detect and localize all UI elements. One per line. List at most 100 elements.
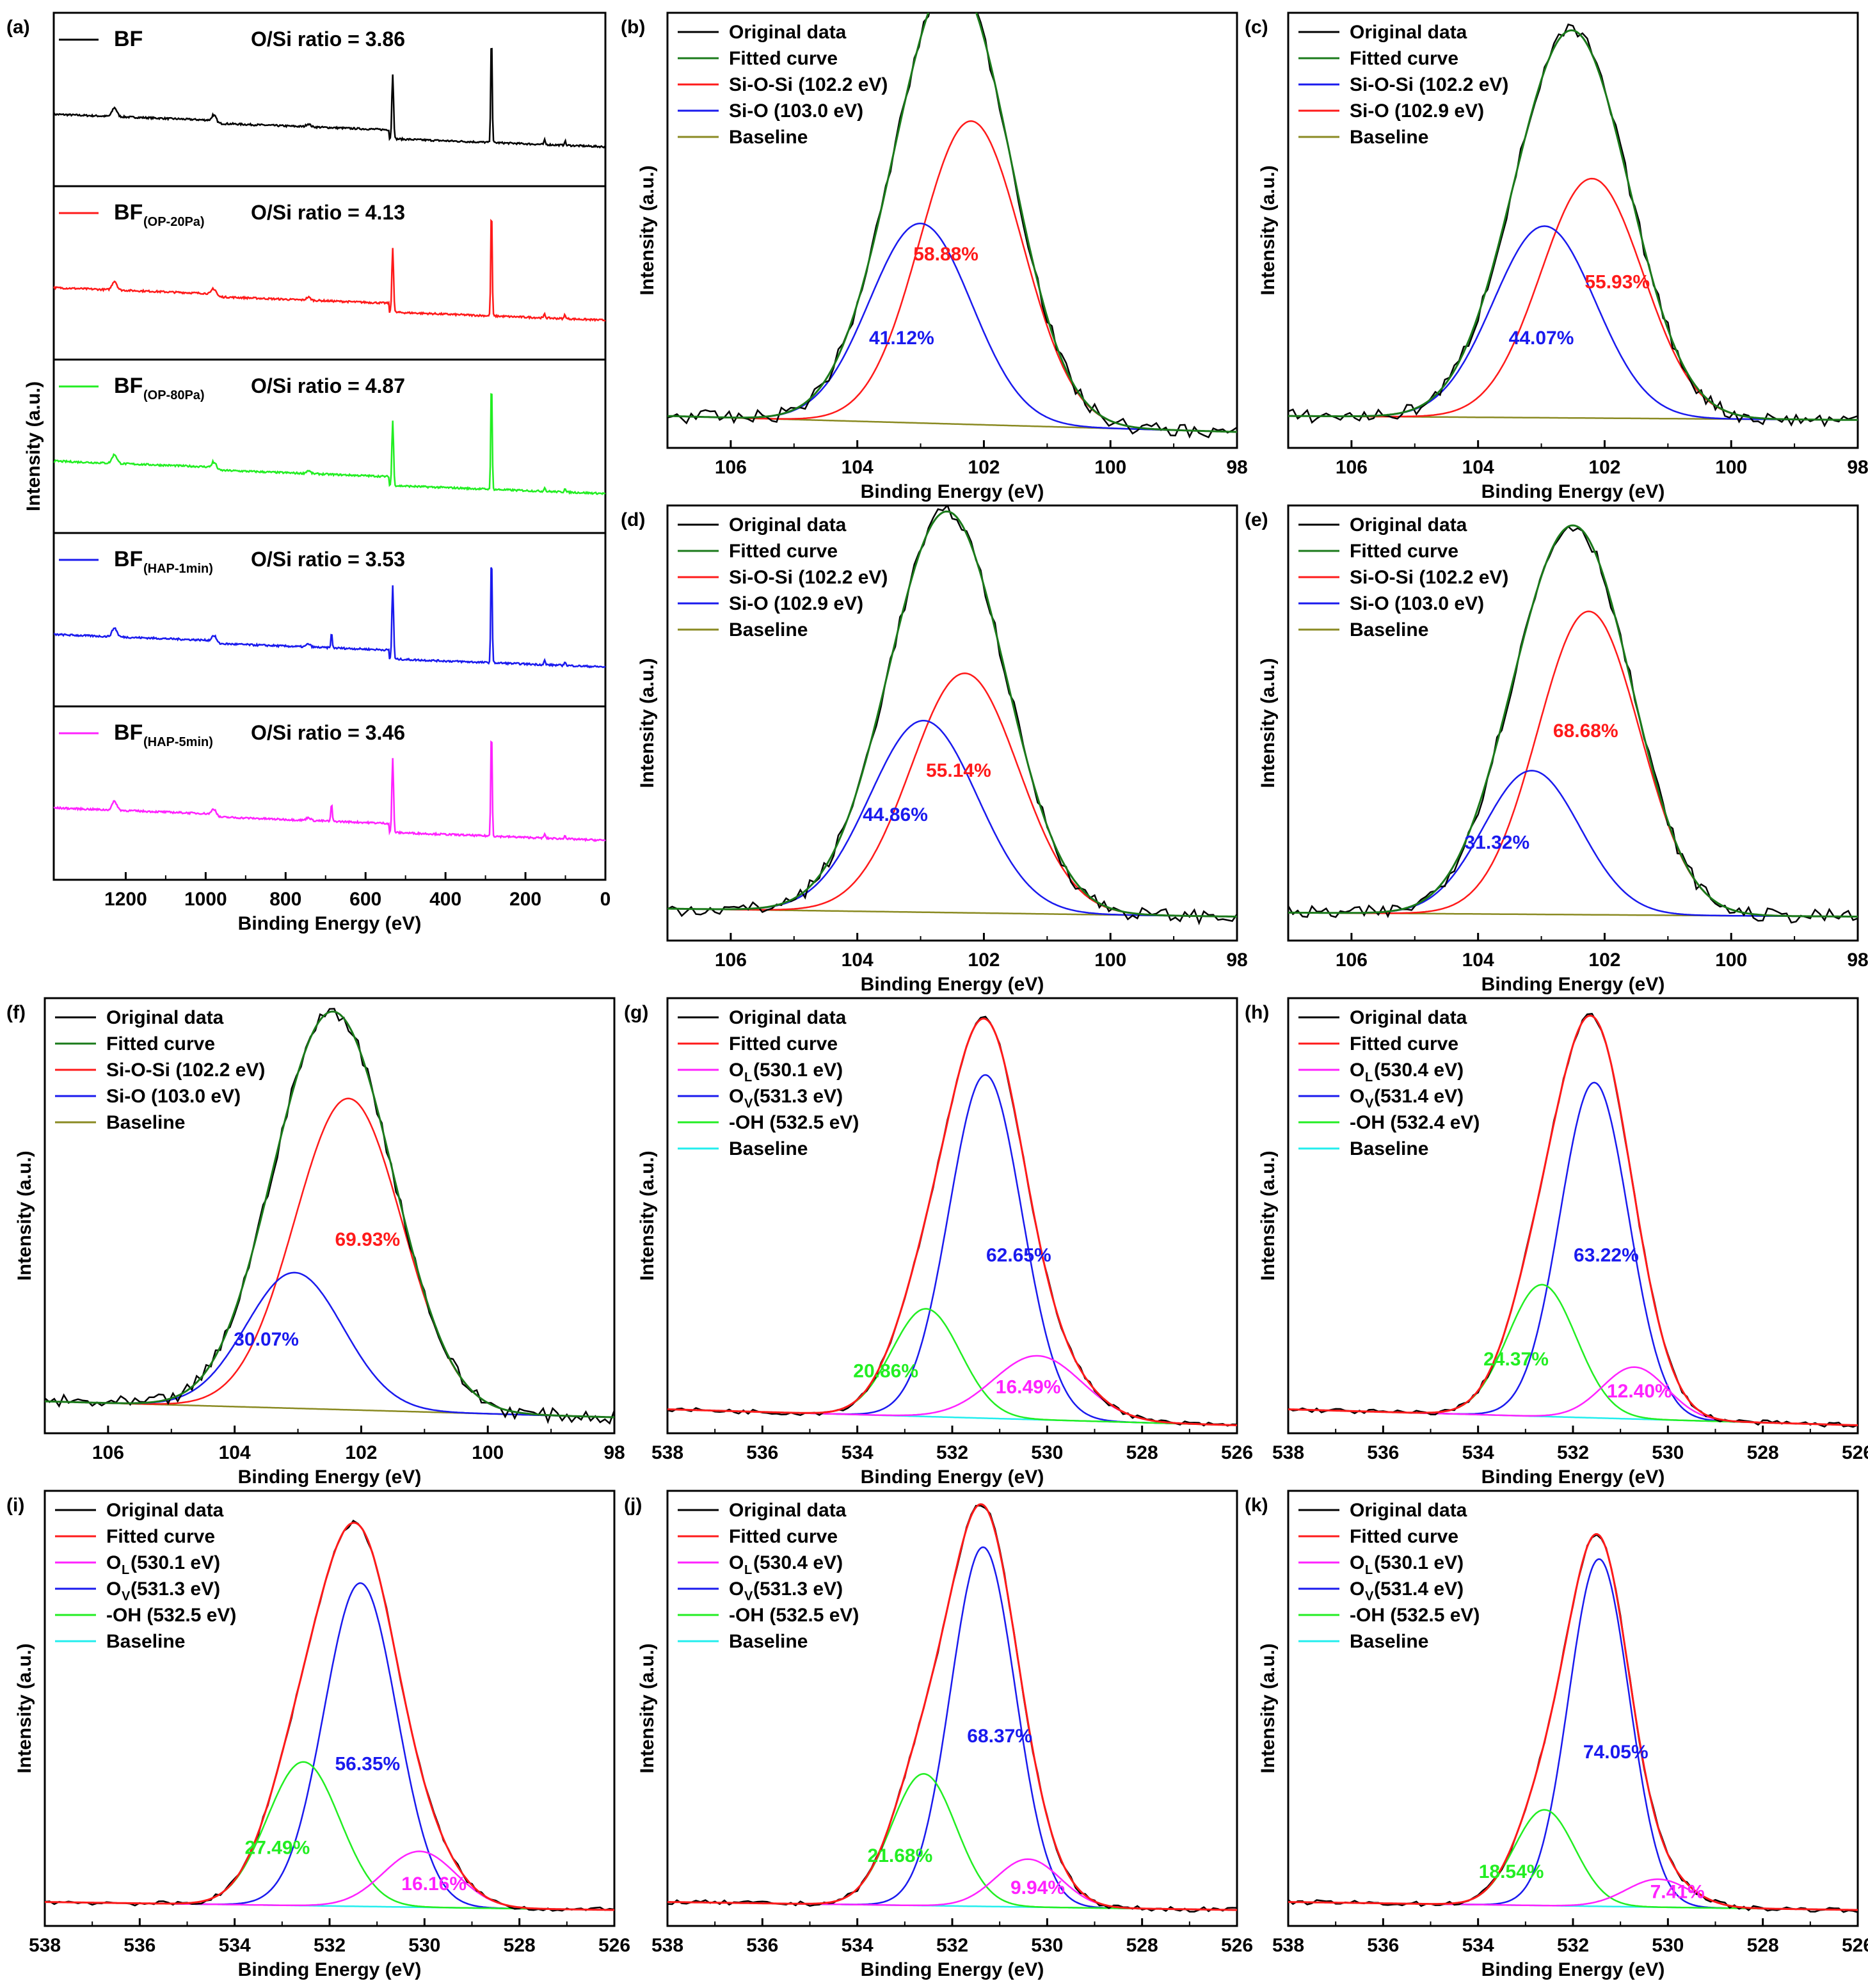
plot-area: [667, 13, 1237, 439]
x-tick-label: 528: [1126, 1935, 1158, 1956]
legend-label: Si-O-Si (102.2 eV): [1350, 567, 1508, 588]
x-axis-label: Binding Energy (eV): [238, 1467, 422, 1488]
percentage-label: 44.86%: [863, 804, 928, 825]
fitted-curve: [667, 1017, 1237, 1426]
legend-label-subscript: V: [1365, 1589, 1374, 1603]
survey-spectrum: [52, 47, 606, 149]
legend-label-subscript: L: [1365, 1070, 1373, 1085]
plot-frame: [44, 997, 616, 1435]
legend-label-main: O: [106, 1552, 121, 1573]
legend-label: Baseline: [729, 1631, 808, 1652]
legend-label: Si-O (103.0 eV): [729, 100, 863, 122]
legend-label-main: O: [729, 1060, 744, 1081]
legend-label: -OH (532.5 eV): [1350, 1605, 1480, 1626]
percentage-label: 16.16%: [401, 1873, 467, 1895]
component-peak: [1288, 610, 1858, 918]
series-subscript: (HAP-1min): [143, 562, 213, 576]
ratio-text: O/Si ratio = 3.53: [251, 548, 405, 571]
legend-label: -OH (532.4 eV): [1350, 1112, 1480, 1133]
percentage-label: 68.37%: [967, 1726, 1032, 1747]
component-peak: [667, 720, 1237, 918]
plot-frame: [52, 12, 607, 881]
fitted-curve: [1288, 1533, 1858, 1911]
percentage-label: 69.93%: [335, 1229, 400, 1250]
legend-label: Fitted curve: [106, 1033, 215, 1054]
survey-spectrum: [52, 218, 606, 322]
survey-spectrum: [53, 393, 606, 495]
legend-label: Si-O (102.9 eV): [1350, 100, 1484, 122]
legend-label-rest: (530.1 eV): [131, 1552, 220, 1573]
x-tick-label: 102: [968, 950, 1000, 971]
legend-label: Original data: [729, 1500, 847, 1521]
panel-label: (f): [6, 1002, 26, 1023]
panel-label: (i): [6, 1495, 24, 1516]
percentage-label: 9.94%: [1010, 1877, 1065, 1898]
legend-label: -OH (532.5 eV): [106, 1605, 236, 1626]
x-tick-label: 102: [345, 1442, 377, 1463]
component-peak: [45, 1761, 614, 1911]
x-tick-label: 532: [1557, 1442, 1589, 1463]
panel-b: (b) 106 104 102 100 98 Binding Energy (eV) Inte…: [621, 12, 1248, 502]
x-tick-label: 100: [1715, 950, 1747, 971]
legend-label: Baseline: [106, 1112, 185, 1133]
legend-label: Fitted curve: [729, 1033, 838, 1054]
legend-label-rest: (531.3 eV): [753, 1578, 843, 1600]
fitted-curve: [667, 510, 1237, 918]
x-tick-label: 530: [1031, 1442, 1063, 1463]
x-axis-label: Binding Energy (eV): [861, 974, 1044, 995]
legend-label: Fitted curve: [106, 1526, 215, 1547]
original-data: [45, 1008, 614, 1425]
legend-label: Original data: [729, 514, 847, 536]
component-peak: [667, 1773, 1237, 1911]
percentage-label: 62.65%: [986, 1245, 1051, 1266]
panel-label: (j): [624, 1495, 642, 1516]
percentage-label: 41.12%: [869, 328, 934, 349]
x-tick-label: 528: [1126, 1442, 1158, 1463]
fitted-curve: [1288, 524, 1858, 918]
plot-frame: [1287, 504, 1859, 942]
x-tick-label: 536: [746, 1935, 778, 1956]
panel-label: (c): [1245, 17, 1268, 38]
x-tick-label: 530: [1031, 1935, 1063, 1956]
fitted-curve: [1288, 29, 1858, 421]
legend-label: Fitted curve: [1350, 1526, 1458, 1547]
legend-label: Fitted curve: [1350, 48, 1458, 69]
legend-label: Original data: [106, 1500, 224, 1521]
panel-g: (g) 538 536 534 532 530 528 526 Binding Energy (…: [624, 997, 1253, 1488]
plot-frame: [666, 504, 1238, 942]
x-tick-label: 100: [472, 1442, 504, 1463]
legend-label-rest: (531.4 eV): [1374, 1086, 1464, 1107]
legend-label: Baseline: [729, 127, 808, 148]
percentage-label: 16.49%: [996, 1377, 1061, 1398]
percentage-label: 7.41%: [1650, 1881, 1705, 1902]
component-peak: [667, 1546, 1237, 1911]
x-tick-label: 528: [504, 1935, 536, 1956]
legend-label-main: O: [106, 1578, 121, 1600]
x-tick-label: 526: [1221, 1935, 1253, 1956]
percentage-label: 12.40%: [1607, 1381, 1672, 1402]
x-tick-label: 530: [1652, 1442, 1684, 1463]
x-tick-label: 534: [842, 1442, 874, 1463]
series-subscript: (OP-20Pa): [143, 215, 205, 229]
y-axis-label: Intensity (a.u.): [637, 1150, 658, 1280]
ratio-text: O/Si ratio = 3.86: [251, 28, 405, 51]
component-peak: [1288, 1081, 1858, 1426]
x-tick-label: 530: [408, 1935, 440, 1956]
x-tick-label: 400: [429, 889, 461, 910]
fitted-curve: [667, 1503, 1237, 1911]
x-axis-label: Binding Energy (eV): [861, 1467, 1044, 1488]
x-tick-label: 526: [1221, 1442, 1253, 1463]
x-tick-label: 526: [598, 1935, 630, 1956]
x-tick-label: 534: [1462, 1442, 1494, 1463]
component-peak: [1288, 770, 1858, 918]
legend-label: Baseline: [729, 619, 808, 640]
panel-h: (h) 538 536 534 532 530 528 526 Binding Energy (…: [1245, 997, 1868, 1488]
legend-label: Baseline: [1350, 1138, 1428, 1159]
legend-label: -OH (532.5 eV): [729, 1112, 859, 1133]
legend-label-main: O: [1350, 1086, 1364, 1107]
component-peak: [45, 1850, 614, 1911]
x-tick-label: 534: [1462, 1935, 1494, 1956]
legend-label: Si-O-Si (102.2 eV): [106, 1060, 265, 1081]
percentage-label: 27.49%: [245, 1838, 310, 1859]
